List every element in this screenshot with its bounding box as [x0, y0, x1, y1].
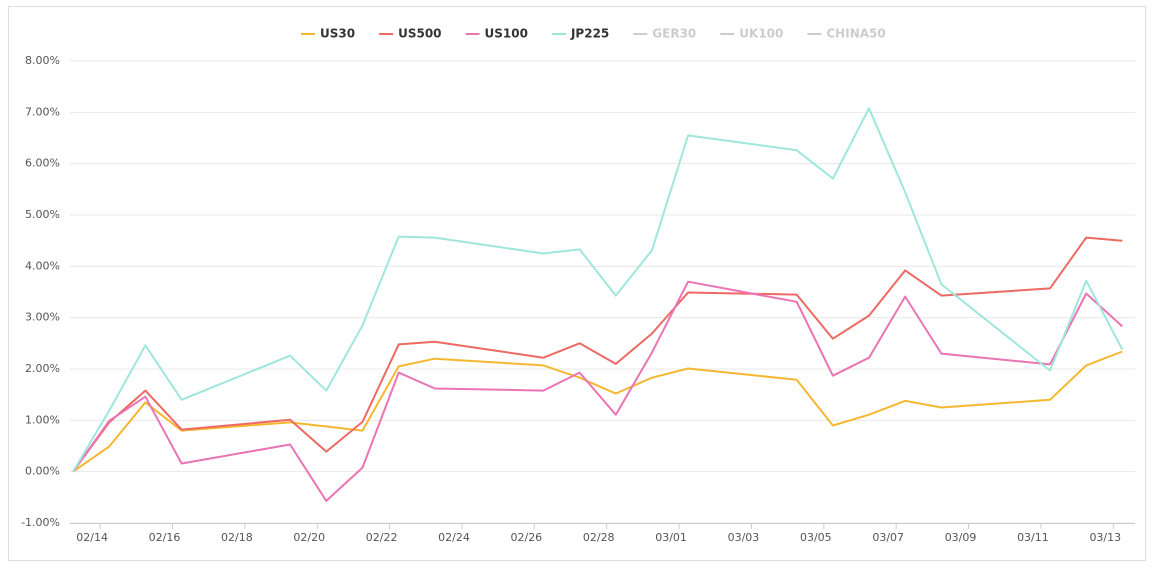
x-tick-label: 03/11: [1017, 531, 1049, 544]
legend-label[interactable]: JP225: [570, 27, 609, 41]
series-line: [72, 350, 1123, 473]
x-tick-label: 02/18: [221, 531, 253, 544]
x-tick-label: 03/03: [728, 531, 760, 544]
x-tick-label: 03/01: [655, 531, 687, 544]
x-tick-label: 03/05: [800, 531, 832, 544]
y-tick-label: 3.00%: [25, 311, 60, 324]
x-tick-label: 02/28: [583, 531, 615, 544]
series-line: [72, 280, 1123, 502]
legend-label[interactable]: CHINA50: [826, 27, 885, 41]
x-tick-label: 03/13: [1089, 531, 1121, 544]
x-tick-label: 02/16: [149, 531, 181, 544]
series-line: [72, 236, 1123, 473]
y-tick-label: 6.00%: [25, 157, 60, 170]
x-tick-label: 02/20: [293, 531, 325, 544]
legend-label[interactable]: GER30: [652, 27, 696, 41]
x-tick-label: 02/14: [76, 531, 108, 544]
legend-label[interactable]: US500: [398, 27, 441, 41]
y-tick-label: 1.00%: [25, 413, 60, 426]
x-tick-label: 03/07: [872, 531, 904, 544]
y-tick-label: 7.00%: [25, 105, 60, 118]
x-tick-label: 02/22: [366, 531, 398, 544]
chart-frame: [8, 6, 1146, 561]
y-tick-label: 2.00%: [25, 362, 60, 375]
y-tick-label: -1.00%: [21, 516, 60, 529]
legend-label[interactable]: US100: [485, 27, 528, 41]
x-tick-label: 02/26: [510, 531, 542, 544]
series-line: [72, 107, 1124, 473]
y-tick-label: 4.00%: [25, 259, 60, 272]
y-tick-label: 5.00%: [25, 208, 60, 221]
legend-label[interactable]: US30: [320, 27, 355, 41]
y-tick-label: 8.00%: [25, 54, 60, 67]
x-tick-label: 02/24: [438, 531, 470, 544]
x-tick-label: 03/09: [945, 531, 977, 544]
legend-label[interactable]: UK100: [739, 27, 783, 41]
y-tick-label: 0.00%: [25, 465, 60, 478]
